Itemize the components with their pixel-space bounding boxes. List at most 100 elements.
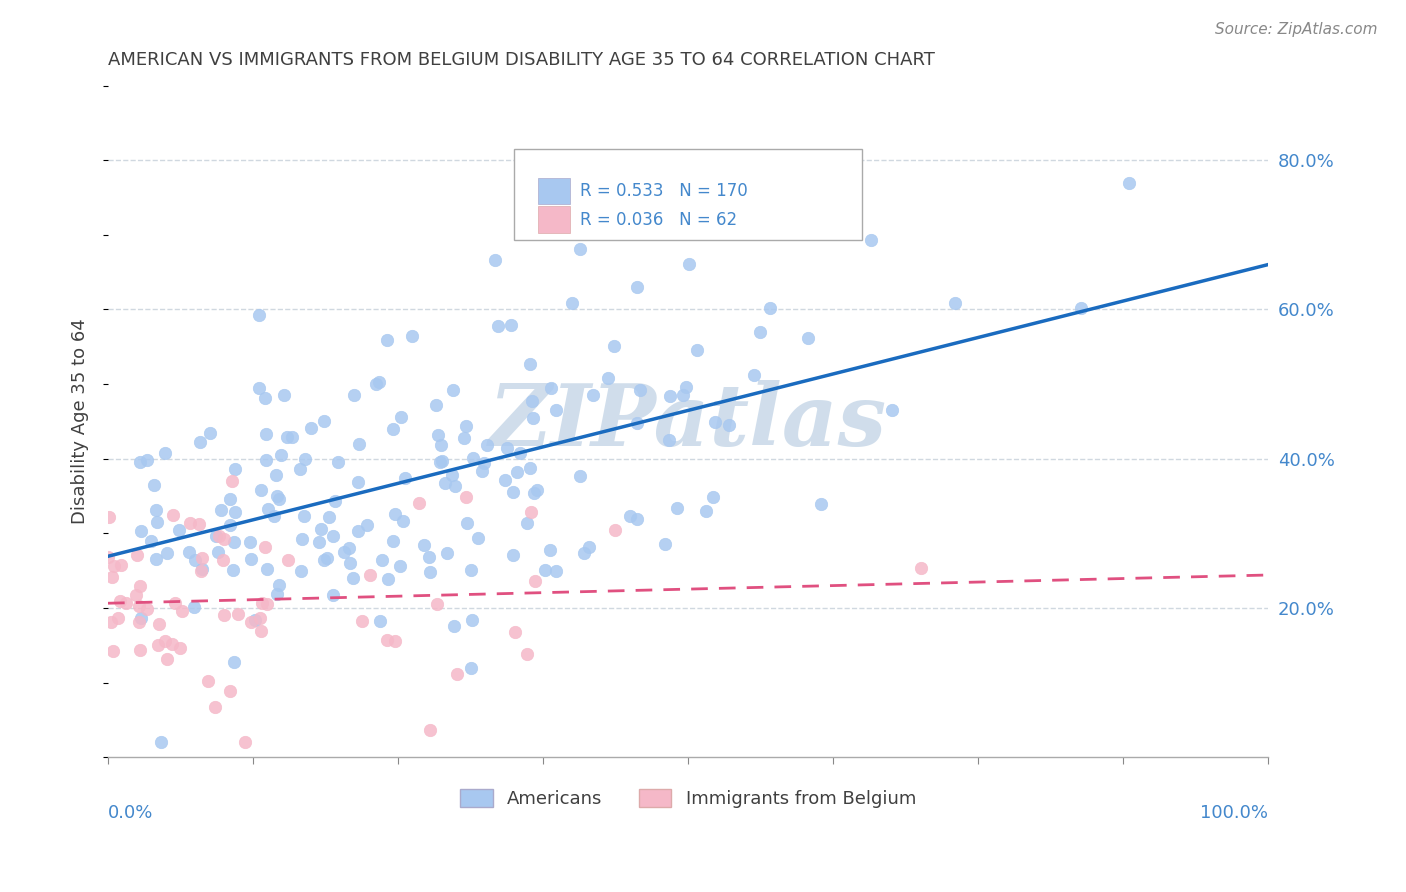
FancyBboxPatch shape [538, 206, 569, 234]
Point [100, 615, 122, 629]
FancyBboxPatch shape [538, 178, 569, 204]
Point [486, 319, 509, 334]
Point [103, 558, 125, 573]
Point [125, 548, 148, 562]
Point [256, 562, 278, 576]
Point [516, 648, 538, 662]
Text: R = 0.533   N = 170: R = 0.533 N = 170 [581, 182, 748, 200]
Point [519, 357, 541, 371]
Point [436, 546, 458, 560]
Point [943, 296, 966, 310]
Point [1118, 176, 1140, 190]
Point [759, 301, 782, 315]
Point [323, 494, 346, 508]
Point [337, 541, 360, 555]
Point [221, 474, 243, 488]
Point [401, 329, 423, 343]
Point [322, 529, 344, 543]
Point [494, 473, 516, 487]
Point [191, 550, 214, 565]
Point [658, 434, 681, 448]
Point [381, 422, 404, 436]
Point [717, 418, 740, 433]
Point [256, 452, 278, 467]
Point [252, 596, 274, 610]
Point [502, 484, 524, 499]
Point [515, 516, 537, 530]
Point [389, 559, 412, 574]
Point [628, 383, 651, 397]
Point [256, 597, 278, 611]
Text: 0.0%: 0.0% [108, 805, 153, 822]
Point [129, 643, 152, 657]
Point [882, 403, 904, 417]
Point [441, 383, 464, 397]
Point [124, 588, 146, 602]
Point [253, 391, 276, 405]
Point [430, 454, 453, 468]
Point [430, 438, 453, 452]
Point [658, 388, 681, 402]
Point [211, 553, 233, 567]
Point [205, 529, 228, 543]
Point [177, 544, 200, 558]
Point [538, 543, 561, 558]
Point [366, 376, 388, 391]
Point [326, 455, 349, 469]
Point [204, 700, 226, 714]
Point [460, 563, 482, 577]
Point [666, 501, 689, 516]
Point [224, 462, 246, 476]
Point [291, 532, 314, 546]
Point [212, 532, 235, 546]
Point [156, 546, 179, 560]
Point [534, 563, 557, 577]
Point [240, 552, 263, 566]
Point [97, 549, 120, 564]
Point [224, 505, 246, 519]
Point [626, 512, 648, 526]
Point [456, 491, 478, 505]
Point [266, 489, 288, 503]
Point [475, 438, 498, 452]
Point [145, 503, 167, 517]
Point [146, 515, 169, 529]
Point [526, 483, 548, 497]
Point [419, 723, 441, 737]
Point [266, 586, 288, 600]
Point [160, 637, 183, 651]
Point [505, 625, 527, 640]
Point [224, 656, 246, 670]
Point [218, 683, 240, 698]
Point [446, 667, 468, 681]
Point [150, 735, 173, 749]
Point [207, 545, 229, 559]
Point [222, 534, 245, 549]
Point [270, 448, 292, 462]
Point [425, 398, 447, 412]
Point [377, 572, 399, 586]
Point [346, 475, 368, 490]
Point [695, 504, 717, 518]
Point [426, 597, 449, 611]
Point [292, 509, 315, 524]
Point [578, 541, 600, 555]
FancyBboxPatch shape [515, 149, 862, 240]
Point [107, 610, 129, 624]
Point [384, 634, 406, 648]
Point [418, 550, 440, 565]
Point [347, 436, 370, 450]
Point [239, 534, 262, 549]
Point [749, 325, 772, 339]
Point [101, 644, 124, 658]
Point [626, 416, 648, 430]
Point [574, 546, 596, 560]
Point [249, 611, 271, 625]
Point [453, 431, 475, 445]
Y-axis label: Disability Age 35 to 64: Disability Age 35 to 64 [72, 318, 89, 524]
Point [276, 430, 298, 444]
Point [254, 540, 277, 554]
Point [596, 371, 619, 385]
Point [129, 611, 152, 625]
Point [209, 503, 232, 517]
